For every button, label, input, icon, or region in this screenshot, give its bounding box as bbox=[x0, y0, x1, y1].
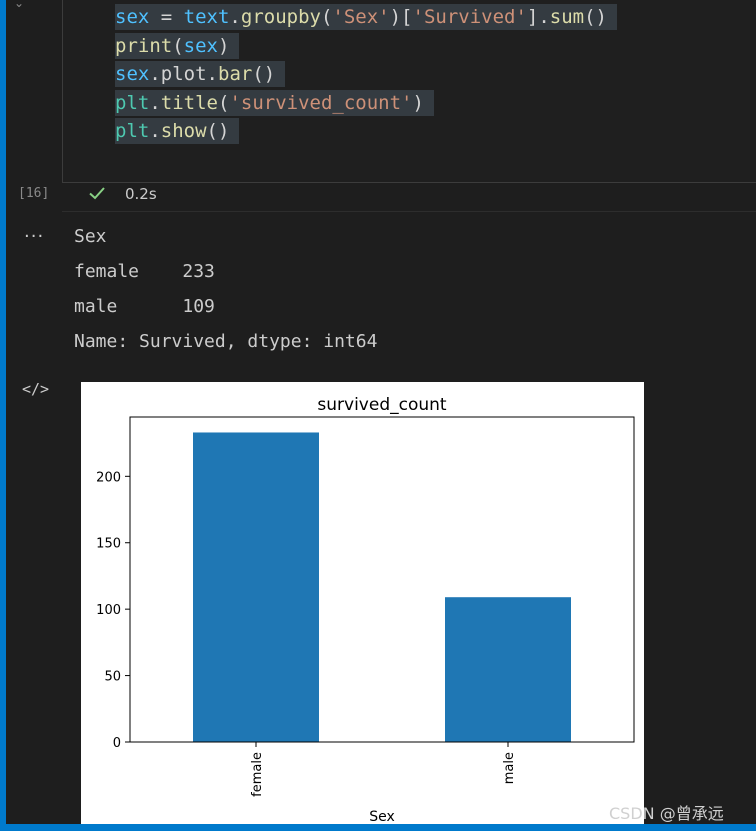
y-tick-label: 150 bbox=[96, 537, 121, 552]
cell-output-text: Sex female 233 male 109 Name: Survived, dty… bbox=[74, 222, 377, 362]
code-token: ) bbox=[217, 34, 230, 57]
active-cell-indicator bbox=[0, 0, 6, 831]
bar-chart: female male 0 50 100 150 200 survived_count Sex bbox=[96, 395, 635, 825]
code-token: 'Sex' bbox=[332, 6, 390, 28]
code-token: plt bbox=[115, 91, 150, 114]
code-token: sex bbox=[115, 6, 150, 28]
code-token: print bbox=[115, 34, 173, 57]
code-token: ( bbox=[320, 6, 333, 28]
execution-count: [16] bbox=[18, 186, 50, 201]
code-token: bar bbox=[218, 63, 253, 85]
check-icon bbox=[89, 187, 105, 200]
code-token: groupby bbox=[240, 6, 321, 28]
code-token: . bbox=[149, 91, 161, 114]
code-token: 'Survived' bbox=[412, 6, 527, 28]
y-tick-label: 0 bbox=[113, 736, 121, 751]
code-cell[interactable]: sex = text.groupby('Sex')['Survived'].su… bbox=[62, 0, 756, 183]
code-line[interactable]: print(sex) bbox=[115, 32, 617, 61]
chart-title: survived_count bbox=[317, 395, 447, 415]
code-token: title bbox=[160, 91, 218, 114]
code-token: sum bbox=[549, 6, 585, 28]
code-token: = bbox=[149, 6, 184, 28]
code-token: () bbox=[584, 6, 607, 28]
code-editor[interactable]: sex = text.groupby('Sex')['Survived'].su… bbox=[115, 3, 617, 146]
code-token: ( bbox=[217, 91, 230, 114]
code-token: text bbox=[183, 6, 230, 28]
output-menu-icon[interactable]: ··· bbox=[24, 226, 45, 247]
code-token: )[ bbox=[389, 6, 413, 28]
code-token: sex bbox=[183, 34, 218, 57]
code-token: sex bbox=[115, 63, 150, 85]
collapse-chevron-icon[interactable]: ⌄ bbox=[14, 0, 25, 10]
x-axis-label: Sex bbox=[369, 809, 395, 824]
code-token: . bbox=[149, 63, 161, 85]
code-line[interactable]: plt.show() bbox=[115, 117, 617, 146]
code-line[interactable]: sex = text.groupby('Sex')['Survived'].su… bbox=[115, 3, 617, 32]
output-line: male 109 bbox=[74, 296, 215, 317]
bar-female bbox=[193, 432, 319, 742]
code-token: ( bbox=[172, 34, 184, 57]
y-tick-label: 200 bbox=[96, 470, 121, 485]
code-line[interactable]: sex.plot.bar() bbox=[115, 60, 617, 89]
code-line[interactable]: plt.title('survived_count') bbox=[115, 89, 617, 118]
watermark: CSDN @曾承远 bbox=[609, 804, 724, 823]
output-line: female 233 bbox=[74, 261, 215, 282]
code-token: . bbox=[206, 63, 218, 85]
code-token: . bbox=[149, 120, 161, 142]
output-line: Sex bbox=[74, 226, 107, 247]
output-renderer-icon[interactable]: </> bbox=[22, 380, 50, 398]
code-token: show bbox=[160, 120, 207, 142]
output-line: Name: Survived, dtype: int64 bbox=[74, 331, 378, 352]
execution-time: 0.2s bbox=[125, 185, 157, 203]
bar-male bbox=[445, 597, 571, 742]
axes-frame bbox=[129, 416, 635, 743]
code-token: ]. bbox=[526, 6, 550, 28]
code-token: () bbox=[206, 120, 230, 142]
y-tick-label: 50 bbox=[104, 670, 121, 685]
code-token: 'survived_count' bbox=[229, 91, 413, 114]
code-token: plot bbox=[160, 63, 207, 85]
y-tick-label: 100 bbox=[96, 603, 121, 618]
x-tick-label-male: male bbox=[502, 752, 517, 784]
code-token: plt bbox=[115, 120, 150, 142]
code-token: () bbox=[252, 63, 276, 85]
code-token: . bbox=[229, 6, 241, 28]
cell-divider bbox=[62, 211, 756, 212]
x-tick-label-female: female bbox=[250, 752, 265, 797]
status-bar bbox=[0, 824, 756, 831]
code-token: ) bbox=[412, 91, 424, 114]
plot-image: female male 0 50 100 150 200 survived_count Sex bbox=[81, 382, 644, 825]
